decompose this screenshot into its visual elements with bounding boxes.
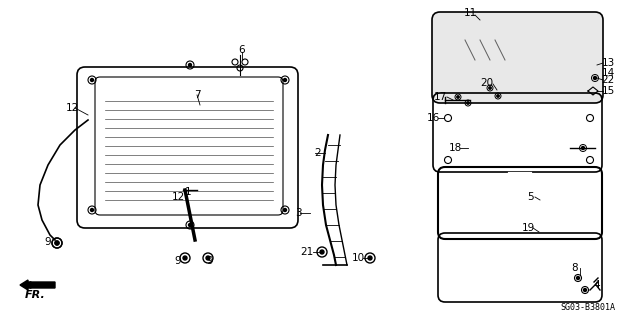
Text: 10: 10 — [351, 253, 365, 263]
Text: 12: 12 — [65, 103, 79, 113]
Circle shape — [55, 241, 59, 245]
Circle shape — [206, 256, 210, 260]
Circle shape — [467, 102, 469, 104]
Text: 21: 21 — [300, 247, 314, 257]
Text: 9: 9 — [175, 256, 181, 266]
Text: 8: 8 — [572, 263, 579, 273]
FancyBboxPatch shape — [432, 12, 603, 103]
Circle shape — [582, 146, 584, 150]
Circle shape — [189, 224, 191, 226]
Circle shape — [183, 256, 187, 260]
Circle shape — [368, 256, 372, 260]
Text: 12: 12 — [172, 192, 184, 202]
Circle shape — [284, 209, 287, 211]
Circle shape — [577, 277, 579, 279]
Circle shape — [55, 241, 59, 245]
Text: 6: 6 — [239, 45, 245, 55]
Text: 19: 19 — [522, 223, 534, 233]
Circle shape — [189, 63, 191, 66]
Text: 1: 1 — [185, 187, 191, 197]
Text: 20: 20 — [481, 78, 493, 88]
Text: 13: 13 — [602, 58, 614, 68]
Text: 17: 17 — [433, 92, 447, 102]
Text: 3: 3 — [294, 208, 301, 218]
Circle shape — [284, 78, 287, 81]
Circle shape — [584, 288, 586, 292]
Circle shape — [90, 78, 93, 81]
Polygon shape — [20, 280, 55, 290]
Text: 22: 22 — [602, 75, 614, 85]
Text: SG03-B3801A: SG03-B3801A — [560, 303, 615, 313]
Text: 4: 4 — [594, 280, 600, 290]
Circle shape — [320, 250, 324, 254]
Text: 5: 5 — [527, 192, 533, 202]
Text: 15: 15 — [602, 86, 614, 96]
Text: 9: 9 — [207, 256, 213, 266]
Text: 2: 2 — [315, 148, 321, 158]
Text: 7: 7 — [194, 90, 200, 100]
Circle shape — [457, 96, 460, 98]
Text: FR.: FR. — [24, 290, 45, 300]
Text: 11: 11 — [463, 8, 477, 18]
Text: 18: 18 — [449, 143, 461, 153]
Text: 14: 14 — [602, 68, 614, 78]
Text: 16: 16 — [426, 113, 440, 123]
Circle shape — [497, 95, 499, 97]
Text: 9: 9 — [45, 237, 51, 247]
Circle shape — [593, 77, 596, 79]
Circle shape — [90, 209, 93, 211]
Circle shape — [489, 87, 492, 89]
